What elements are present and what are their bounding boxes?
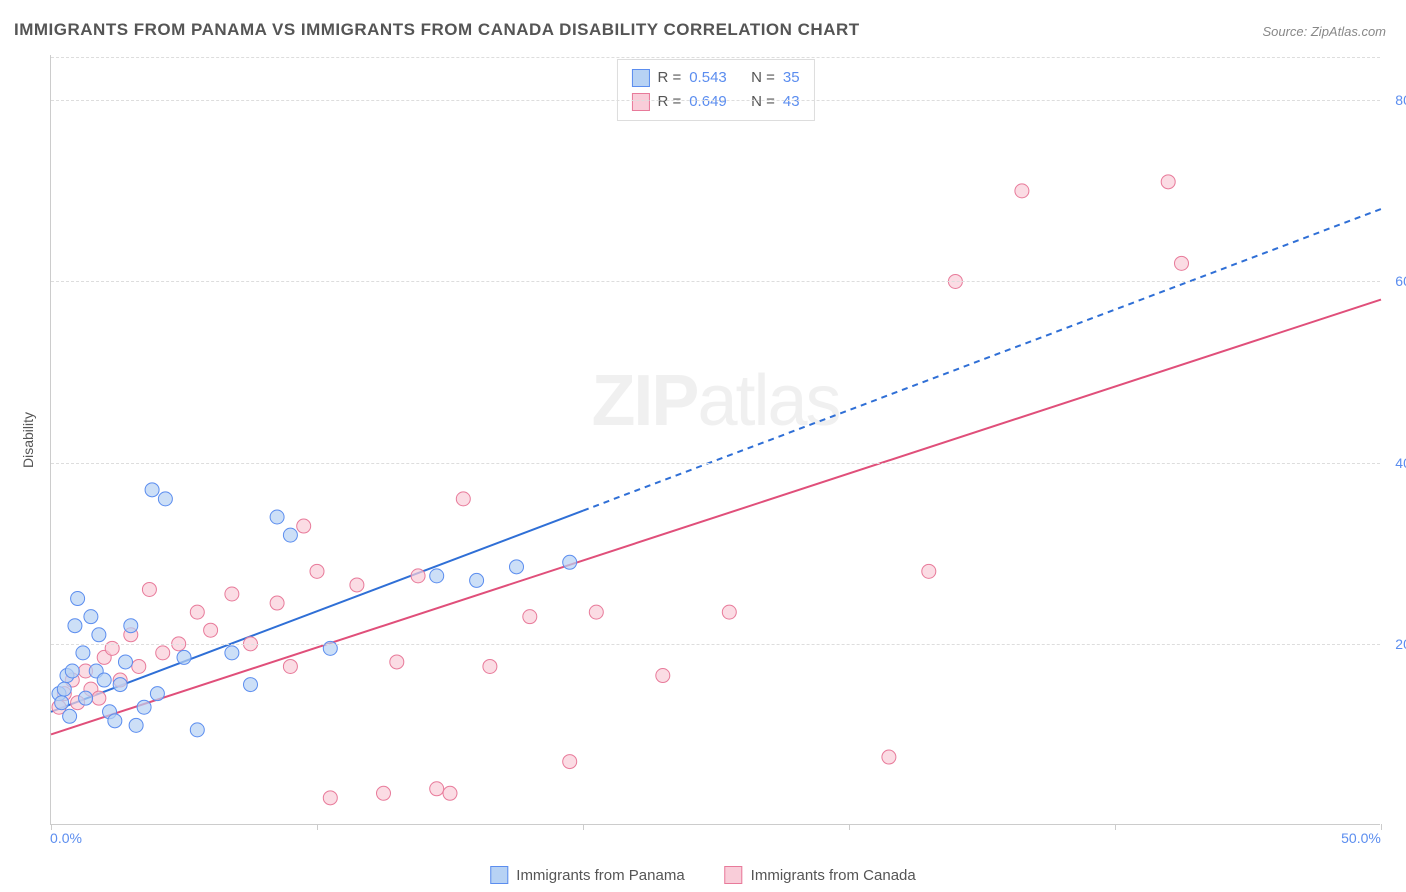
x-tick [849,824,850,830]
chart-plot-area: ZIPatlas R = 0.543 N = 35 R = 0.649 N = … [50,55,1380,825]
chart-title: IMMIGRANTS FROM PANAMA VS IMMIGRANTS FRO… [14,20,860,40]
gridline [51,644,1380,645]
x-tick [583,824,584,830]
gridline [51,281,1380,282]
gridline [51,100,1380,101]
gridline [51,463,1380,464]
y-axis-title: Disability [20,412,36,468]
x-tick-label: 50.0% [1341,830,1381,846]
scatter-svg [51,55,1380,824]
y-tick-label: 40.0% [1395,455,1406,471]
x-tick-label: 0.0% [50,830,82,846]
swatch-canada-icon [725,866,743,884]
y-tick-label: 60.0% [1395,273,1406,289]
y-tick-label: 80.0% [1395,92,1406,108]
gridline [51,57,1380,58]
source-attribution: Source: ZipAtlas.com [1262,24,1386,39]
legend-row-panama: R = 0.543 N = 35 [631,66,799,90]
x-tick [317,824,318,830]
legend-row-canada: R = 0.649 N = 43 [631,90,799,114]
x-tick [1381,824,1382,830]
legend-stats-box: R = 0.543 N = 35 R = 0.649 N = 43 [616,59,814,121]
x-tick [1115,824,1116,830]
y-tick-label: 20.0% [1395,636,1406,652]
legend-bottom: Immigrants from Panama Immigrants from C… [490,866,915,884]
swatch-canada [631,93,649,111]
swatch-panama-icon [490,866,508,884]
swatch-panama [631,69,649,87]
legend-item-canada: Immigrants from Canada [725,866,916,884]
legend-item-panama: Immigrants from Panama [490,866,684,884]
